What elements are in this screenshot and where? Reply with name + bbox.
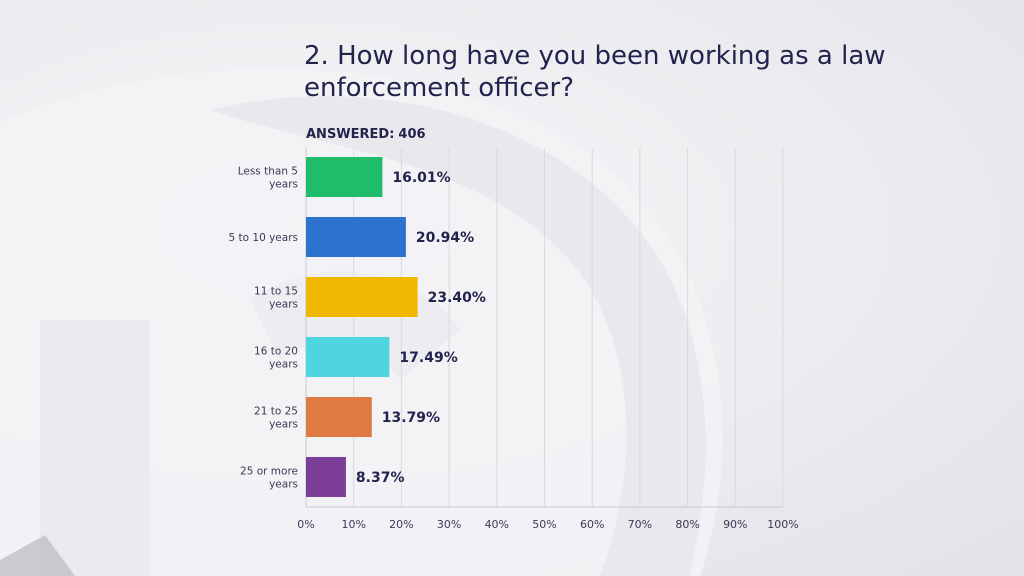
bar (306, 157, 383, 197)
answered-label: ANSWERED: (306, 127, 395, 142)
data-label: 16.01% (392, 170, 450, 186)
category-label: Less than 5 years (238, 166, 298, 191)
data-label: 13.79% (382, 410, 440, 426)
category-label: 16 to 20 years (254, 346, 298, 371)
x-tick-label: 20% (389, 518, 413, 531)
data-label: 23.40% (428, 290, 486, 306)
x-tick-label: 100% (767, 518, 798, 531)
bar (306, 457, 346, 497)
answered-count: 406 (398, 127, 426, 142)
data-label: 17.49% (399, 350, 457, 366)
x-tick-label: 80% (675, 518, 699, 531)
bar (306, 217, 406, 257)
x-tick-label: 70% (628, 518, 652, 531)
x-tick-label: 0% (297, 518, 314, 531)
x-tick-label: 50% (532, 518, 556, 531)
category-label: 21 to 25 years (254, 406, 298, 431)
chart-title: 2. How long have you been working as a l… (304, 41, 886, 103)
x-tick-label: 30% (437, 518, 461, 531)
category-label: 11 to 15 years (254, 286, 298, 311)
bar (306, 277, 418, 317)
answered-summary: ANSWERED: 406 (306, 127, 426, 142)
category-label: 25 or more years (240, 466, 298, 491)
x-tick-label: 90% (723, 518, 747, 531)
x-tick-label: 60% (580, 518, 604, 531)
bar (306, 337, 390, 377)
data-label: 8.37% (356, 470, 405, 486)
x-tick-label: 10% (341, 518, 365, 531)
x-tick-label: 40% (485, 518, 509, 531)
bar (306, 397, 372, 437)
category-label: 5 to 10 years (229, 232, 299, 244)
data-label: 20.94% (416, 230, 474, 246)
